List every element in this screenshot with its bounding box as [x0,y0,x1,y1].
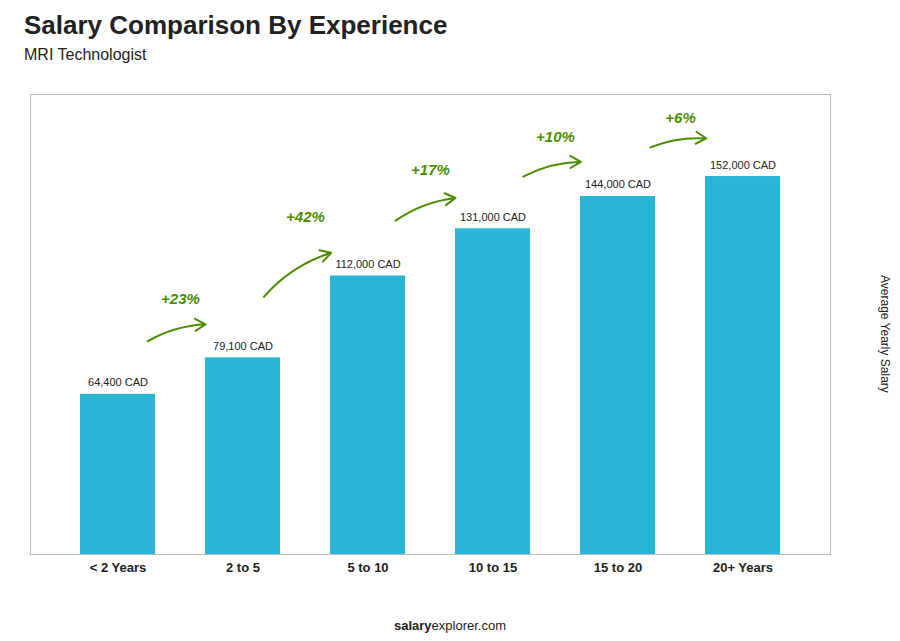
svg-text:5 to 10: 5 to 10 [347,560,388,575]
svg-text:+6%: +6% [665,109,695,126]
svg-text:2 to 5: 2 to 5 [226,560,260,575]
html-text:salary explorer.com: salary explorer.com [394,618,506,633]
svg-text:20+ Years: 20+ Years [713,560,773,575]
svg-text:79,100 CAD: 79,100 CAD [213,340,273,352]
svg-text:+23%: +23% [161,290,200,307]
svg-text:+17%: +17% [411,161,450,178]
svg-text:144,000 CAD: 144,000 CAD [585,178,651,190]
svg-text:131,000 CAD: 131,000 CAD [460,211,526,223]
svg-text:112,000 CAD: 112,000 CAD [335,258,400,270]
html-text:MRI Technologist: MRI Technologist [24,46,147,63]
svg-text:15 to 20: 15 to 20 [594,560,642,575]
svg-text:152,000 CAD: 152,000 CAD [710,159,776,171]
svg-text:64,400 CAD: 64,400 CAD [88,376,148,388]
svg-text:+42%: +42% [286,208,325,225]
html-text:Salary Comparison By Experienc: Salary Comparison By Experience [24,10,448,40]
svg-text:< 2 Years: < 2 Years [90,560,147,575]
svg-text:+10%: +10% [536,128,575,145]
html-text:Average Yearly Salary: Average Yearly Salary [878,275,892,393]
svg-text:10 to 15: 10 to 15 [469,560,517,575]
